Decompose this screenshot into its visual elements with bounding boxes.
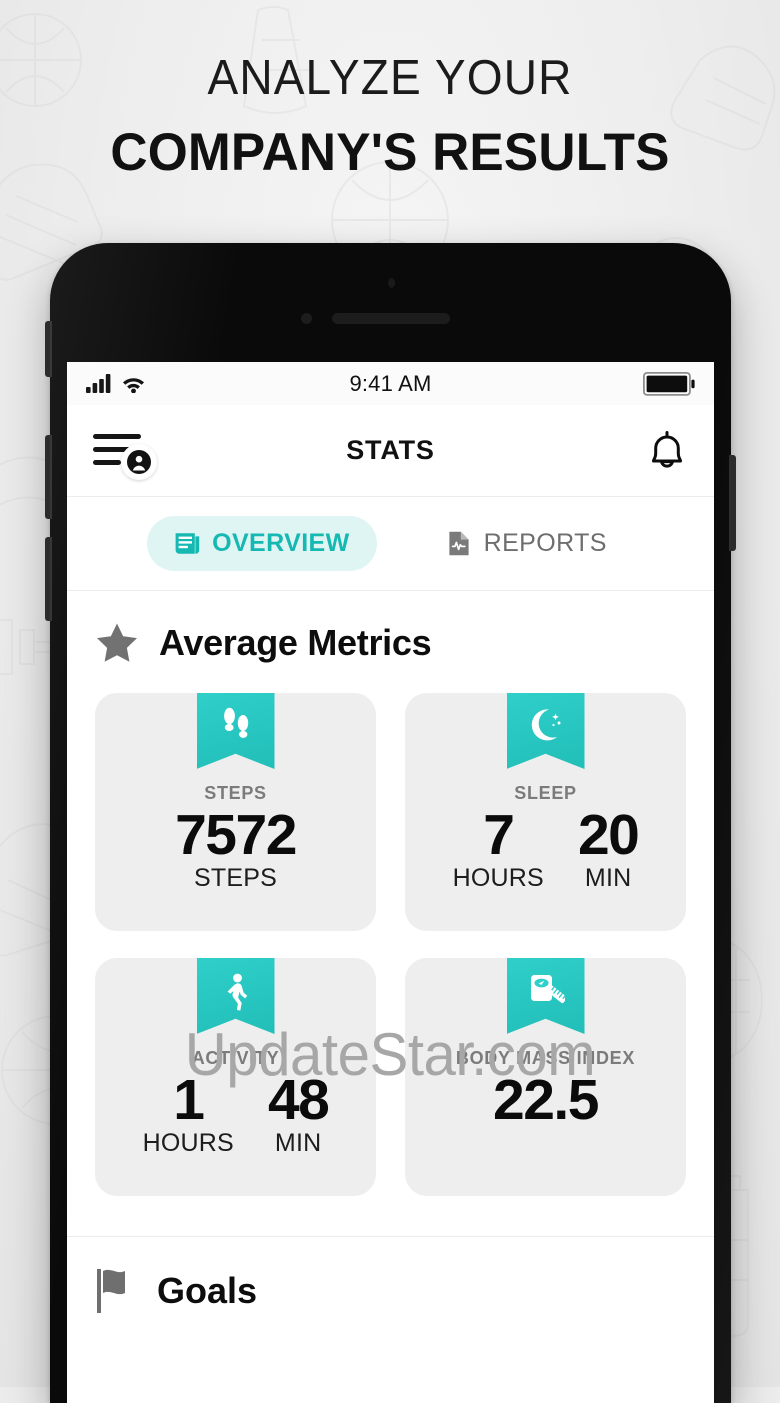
average-metrics-header: Average Metrics <box>95 621 686 665</box>
bell-glyph <box>652 430 682 468</box>
phone-mockup: 9:41 AM <box>45 243 736 1403</box>
list-document-icon <box>175 533 200 554</box>
status-bar-left <box>86 374 146 393</box>
user-avatar-icon[interactable] <box>121 443 157 480</box>
sleep-min-unit: MIN <box>584 863 632 892</box>
status-bar-time: 9:41 AM <box>349 370 432 396</box>
sleep-hours-number: 7 <box>483 803 515 867</box>
earpiece-speaker <box>331 313 450 324</box>
activity-ribbon-badge <box>196 958 275 1034</box>
metric-card-sleep[interactable]: SLEEP 7 HOURS 20 MIN <box>405 693 686 931</box>
mute-switch[interactable] <box>45 321 52 377</box>
proximity-sensor <box>387 278 395 288</box>
steps-value-col: 7572 STEPS <box>175 803 297 893</box>
volume-down-button[interactable] <box>45 537 52 621</box>
report-pulse-document-icon <box>449 531 469 556</box>
goals-title: Goals <box>157 1270 258 1311</box>
activity-hours-unit: HOURS <box>142 1128 234 1157</box>
cellular-signal-icon <box>86 374 111 393</box>
activity-min-number: 48 <box>267 1068 330 1132</box>
metric-card-activity[interactable]: ACTIVITY 1 HOURS 48 MIN <box>95 958 376 1196</box>
steps-ribbon-badge <box>196 693 275 769</box>
activity-min-unit: MIN <box>274 1128 322 1157</box>
volume-up-button[interactable] <box>45 435 52 519</box>
metric-card-bmi[interactable]: BODY MASS INDEX 22.5 <box>405 958 686 1196</box>
hamburger-menu-icon[interactable] <box>93 426 157 480</box>
steps-unit: STEPS <box>194 863 277 892</box>
activity-label: ACTIVITY <box>191 1048 280 1068</box>
tab-reports[interactable]: REPORTS <box>419 516 634 571</box>
steps-label: STEPS <box>204 783 267 803</box>
tab-overview-label: OVERVIEW <box>212 529 350 557</box>
activity-hours-col: 1 HOURS <box>142 1068 234 1158</box>
front-camera <box>300 313 312 324</box>
user-avatar-glyph <box>127 449 151 474</box>
bmi-ribbon-badge <box>506 958 585 1034</box>
activity-values: 1 HOURS 48 MIN <box>142 1068 330 1158</box>
battery-full-icon <box>643 371 695 396</box>
app-nav-bar: STATS <box>67 405 714 497</box>
steps-number: 7572 <box>175 803 297 867</box>
menu-line-3 <box>93 459 121 465</box>
tab-bar: OVERVIEW REPORTS <box>67 497 714 591</box>
moon-stars-icon <box>531 709 560 741</box>
sleep-values: 7 HOURS 20 MIN <box>452 803 640 893</box>
activity-min-col: 48 MIN <box>267 1068 330 1158</box>
metric-card-steps[interactable]: STEPS 7572 STEPS <box>95 693 376 931</box>
promo-line-2: COMPANY'S RESULTS <box>110 122 670 182</box>
metric-card-grid: STEPS 7572 STEPS <box>95 693 686 1196</box>
phone-screen: 9:41 AM <box>67 362 714 1403</box>
page-title: STATS <box>346 435 435 465</box>
weight-scale-tape-icon <box>530 975 565 1004</box>
bmi-label: BODY MASS INDEX <box>455 1048 636 1068</box>
menu-line-1 <box>93 433 141 439</box>
promo-headline: ANALYZE YOUR COMPANY'S RESULTS <box>0 52 780 186</box>
power-button[interactable] <box>729 455 736 551</box>
notification-bell-icon[interactable] <box>646 427 688 475</box>
sleep-hours-col: 7 HOURS <box>452 803 544 893</box>
sleep-label: SLEEP <box>514 783 577 803</box>
wifi-icon <box>123 378 144 393</box>
tab-reports-label: REPORTS <box>483 529 607 557</box>
bmi-values: 22.5 <box>493 1068 599 1132</box>
overview-content: Average Metrics STEPS <box>67 591 714 1196</box>
tab-overview[interactable]: OVERVIEW <box>147 516 377 571</box>
status-bar: 9:41 AM <box>67 362 714 405</box>
star-icon <box>97 623 137 662</box>
promo-line-1: ANALYZE YOUR <box>207 51 573 105</box>
sleep-ribbon-badge <box>506 693 585 769</box>
status-bar-right <box>643 371 695 396</box>
menu-line-2 <box>93 446 131 452</box>
activity-hours-number: 1 <box>173 1068 205 1132</box>
footprints-icon <box>223 707 248 738</box>
walking-person-icon <box>227 973 247 1011</box>
sleep-min-number: 20 <box>577 803 640 867</box>
sleep-hours-unit: HOURS <box>452 863 544 892</box>
steps-values: 7572 STEPS <box>175 803 297 893</box>
sleep-min-col: 20 MIN <box>577 803 640 893</box>
average-metrics-title: Average Metrics <box>159 622 432 663</box>
goals-header: Goals <box>67 1236 714 1315</box>
flag-icon <box>97 1269 125 1313</box>
bmi-value-col: 22.5 <box>493 1068 599 1132</box>
bmi-number: 22.5 <box>493 1068 599 1132</box>
